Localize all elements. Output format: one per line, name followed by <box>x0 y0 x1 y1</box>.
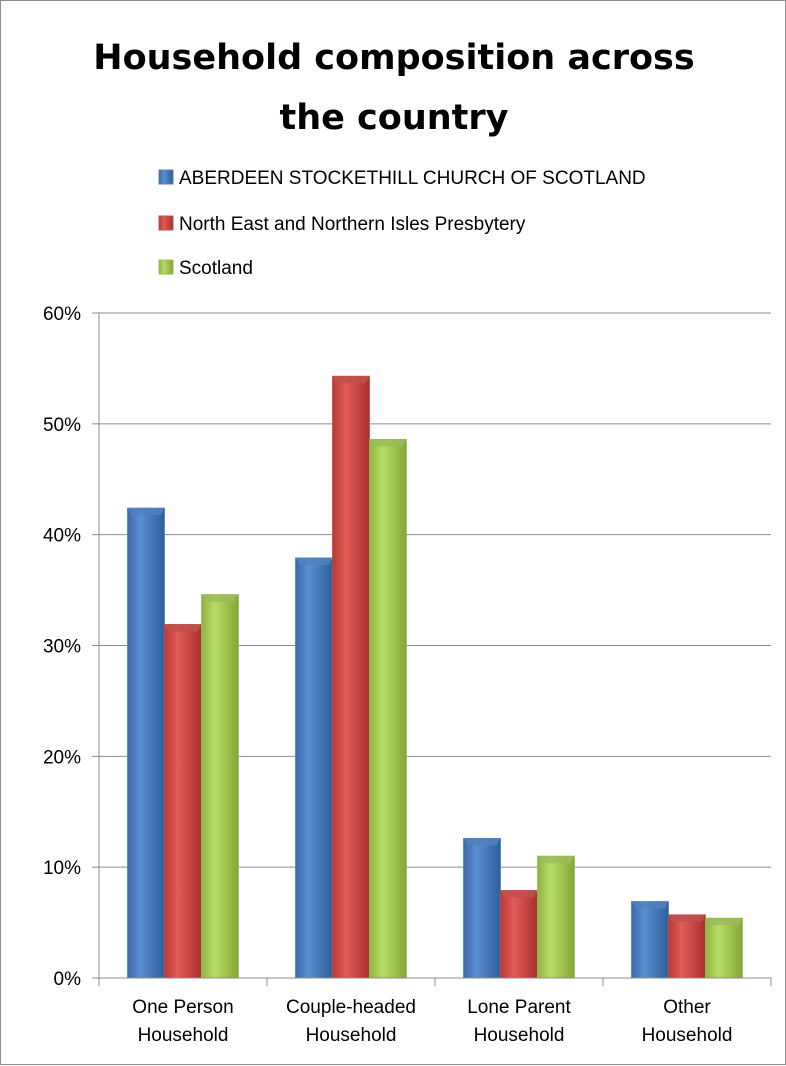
bar <box>463 837 501 979</box>
x-tick-label: Couple-headed Household <box>286 997 416 1046</box>
y-tick-label: 30% <box>43 637 81 658</box>
legend-label: North East and Northern Isles Presbytery <box>179 214 526 235</box>
bar <box>164 624 202 979</box>
bar <box>668 914 706 979</box>
chart-title-line-2: the country <box>279 98 508 138</box>
bar <box>127 507 165 979</box>
legend-label: ABERDEEN STOCKETHILL CHURCH OF SCOTLAND <box>179 168 646 189</box>
legend-swatch <box>158 215 174 231</box>
y-tick-label: 40% <box>43 526 81 547</box>
bar <box>201 594 239 979</box>
bar <box>705 917 743 979</box>
bar <box>295 557 333 979</box>
bar <box>369 438 407 979</box>
y-tick-label: 0% <box>54 969 82 990</box>
legend-label: Scotland <box>179 258 253 279</box>
chart-title-line-1: Household composition across <box>93 38 694 78</box>
bar <box>332 375 370 979</box>
x-tick-label: Other Household <box>642 997 733 1046</box>
x-tick-label: Lone Parent Household <box>467 997 571 1046</box>
y-tick-label: 50% <box>43 415 81 436</box>
y-tick-label: 20% <box>43 747 81 768</box>
bar <box>537 855 575 979</box>
y-tick-label: 60% <box>43 304 81 325</box>
y-tick-label: 10% <box>43 858 81 879</box>
legend-swatch <box>158 259 174 275</box>
legend: ABERDEEN STOCKETHILL CHURCH OF SCOTLAND N… <box>158 168 646 279</box>
x-tick-label: One Person Household <box>132 997 233 1046</box>
bar <box>631 901 669 979</box>
legend-swatch <box>158 169 174 185</box>
x-axis: One Person Household Couple-headed Househol… <box>98 977 772 1046</box>
y-axis: 0% 10% 20% 30% 40% 50% 60% <box>43 304 100 990</box>
bars <box>127 375 743 979</box>
bar <box>500 890 538 979</box>
